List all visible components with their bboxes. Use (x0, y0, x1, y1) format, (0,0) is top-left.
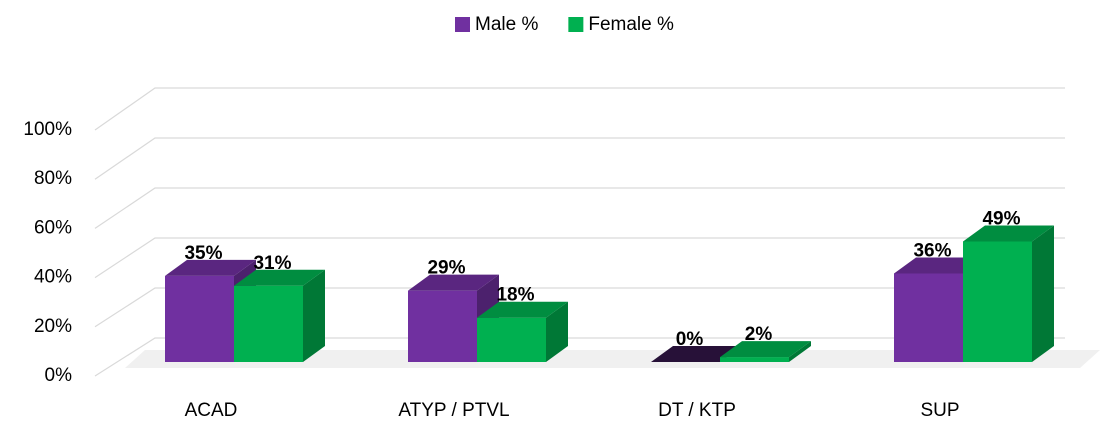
data-label: 2% (745, 324, 773, 345)
bar (477, 301, 568, 362)
data-label: 0% (676, 329, 704, 350)
floor-shadow (125, 350, 1100, 368)
legend-swatch (455, 17, 470, 32)
bar-front (408, 290, 477, 362)
y-tick-label: 80% (34, 168, 72, 189)
bar (963, 225, 1054, 362)
legend-label: Female % (588, 14, 674, 35)
grid-line (94, 137, 1065, 180)
grid-line (94, 337, 1065, 377)
y-tick-label: 20% (34, 316, 72, 337)
bar-front (234, 285, 303, 362)
bar (234, 269, 325, 362)
grid-line (94, 237, 1065, 279)
grid-line (94, 187, 1065, 229)
bar-side (303, 269, 325, 362)
data-label: 29% (427, 258, 465, 279)
bar-top (894, 257, 985, 274)
bar-top (234, 269, 325, 286)
x-tick-label: DT / KTP (658, 400, 736, 421)
grid-line (94, 287, 1065, 328)
bar (720, 341, 811, 362)
bar-front (477, 317, 546, 362)
bar-side (789, 341, 811, 362)
x-tick-label: ATYP / PTVL (398, 400, 509, 421)
grid-line (94, 87, 1065, 131)
bar-top (963, 225, 1054, 242)
bar-side (1032, 225, 1054, 362)
y-tick-label: 100% (23, 119, 72, 140)
bar-top (651, 346, 742, 362)
legend-label: Male % (475, 14, 538, 35)
y-tick-label: 40% (34, 267, 72, 288)
bar-front (720, 357, 789, 362)
bar-front (894, 273, 963, 362)
data-label: 18% (496, 285, 534, 306)
bar-side (546, 301, 568, 362)
bar-top (720, 341, 811, 358)
legend-swatch (568, 17, 584, 32)
bar-top (477, 301, 568, 318)
data-label: 49% (982, 208, 1020, 229)
data-label: 36% (913, 240, 951, 261)
bar-front (165, 275, 234, 362)
x-tick-label: SUP (920, 400, 959, 421)
bar-front (963, 241, 1032, 362)
x-tick-label: ACAD (185, 400, 238, 421)
bar-top (408, 274, 499, 291)
bar (651, 346, 742, 362)
bar-top (165, 259, 256, 276)
y-tick-label: 0% (45, 365, 73, 386)
y-tick-label: 60% (34, 217, 72, 238)
data-label: 35% (184, 243, 222, 264)
data-label: 31% (253, 253, 291, 274)
